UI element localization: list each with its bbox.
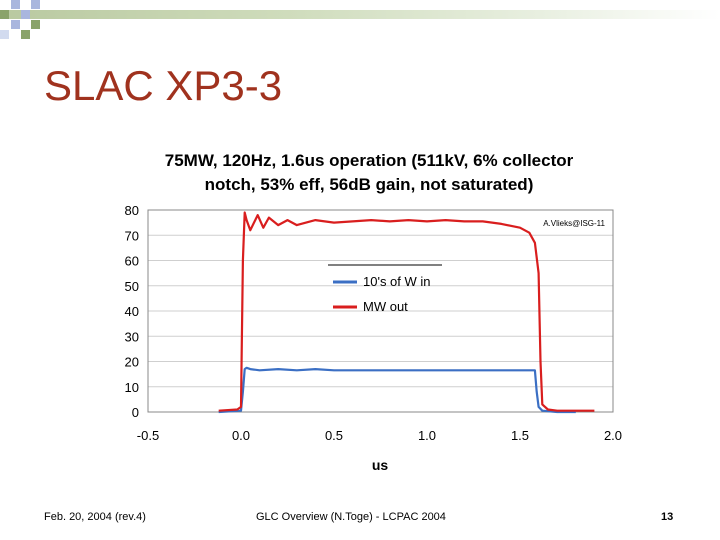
decor-square [21, 10, 30, 19]
x-tick-label: 1.5 [511, 428, 529, 443]
slide-title: SLAC XP3-3 [44, 62, 283, 109]
decor-square [11, 0, 20, 9]
x-tick-label: 1.0 [418, 428, 436, 443]
header-gradient-bar [0, 10, 720, 19]
x-tick-label: 0.0 [232, 428, 250, 443]
y-tick-label: 30 [125, 329, 139, 344]
chart-title-line2: notch, 53% eff, 56dB gain, not saturated… [205, 175, 534, 194]
chart-legend: 10's of W in MW out [328, 264, 442, 314]
y-tick-label: 70 [125, 228, 139, 243]
y-tick-label: 20 [125, 355, 139, 370]
decor-square [0, 10, 9, 19]
footer-presentation-title: GLC Overview (N.Toge) - LCPAC 2004 [256, 511, 446, 523]
plot-area-frame [147, 209, 614, 413]
decor-square [11, 20, 20, 29]
chart-annotation: A.Vlieks@ISG-11 [543, 219, 605, 228]
decor-square [31, 20, 40, 29]
x-tick-label: 2.0 [604, 428, 622, 443]
x-axis-label: us [372, 457, 389, 473]
legend-label-blue: 10's of W in [363, 274, 431, 289]
y-tick-label: 50 [125, 279, 139, 294]
y-tick-label: 0 [132, 405, 139, 420]
x-tick-label: -0.5 [137, 428, 159, 443]
series-line-w-in [218, 366, 576, 414]
page-number: 13 [661, 511, 674, 523]
footer-date: Feb. 20, 2004 (rev.4) [44, 511, 146, 523]
y-tick-label: 60 [125, 254, 139, 269]
decor-square [31, 0, 40, 9]
series-line-mw-out [218, 211, 595, 412]
legend-label-red: MW out [363, 299, 408, 314]
decor-square [21, 30, 30, 39]
y-tick-label: 10 [125, 380, 139, 395]
y-axis: 0 10 20 30 40 50 60 70 80 [125, 203, 139, 420]
chart-title-line1: 75MW, 120Hz, 1.6us operation (511kV, 6% … [165, 151, 574, 170]
y-tick-label: 40 [125, 304, 139, 319]
x-tick-label: 0.5 [325, 428, 343, 443]
y-tick-label: 80 [125, 203, 139, 218]
decor-square [0, 30, 9, 39]
series-group [218, 211, 595, 414]
x-axis: -0.5 0.0 0.5 1.0 1.5 2.0 [137, 428, 622, 443]
grid [148, 234, 613, 388]
